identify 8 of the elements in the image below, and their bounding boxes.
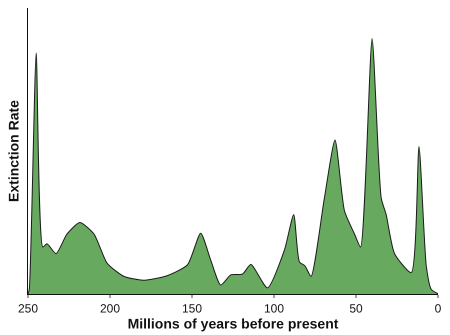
x-axis-title: Millions of years before present xyxy=(128,315,339,332)
x-tick-label: 100 xyxy=(264,301,284,316)
x-tick-label: 50 xyxy=(349,301,363,316)
x-tick-label: 150 xyxy=(182,301,202,316)
x-tick-label: 200 xyxy=(100,301,120,316)
y-axis-title: Extinction Rate xyxy=(6,100,22,202)
x-tick-label: 250 xyxy=(18,301,38,316)
x-tick-label: 0 xyxy=(434,301,442,316)
